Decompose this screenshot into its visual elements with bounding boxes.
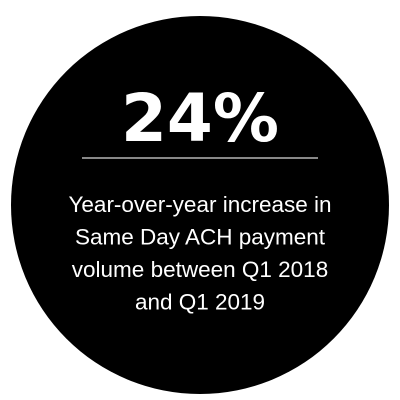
stat-value: 24% bbox=[121, 80, 279, 157]
description-line: Same Day ACH payment bbox=[75, 225, 326, 250]
background-circle bbox=[11, 16, 389, 394]
description-line: volume between Q1 2018 bbox=[72, 257, 328, 282]
description-line: Year-over-year increase in bbox=[68, 192, 331, 217]
description: Year-over-year increase in Same Day ACH p… bbox=[68, 192, 331, 315]
description-line: and Q1 2019 bbox=[135, 290, 265, 315]
